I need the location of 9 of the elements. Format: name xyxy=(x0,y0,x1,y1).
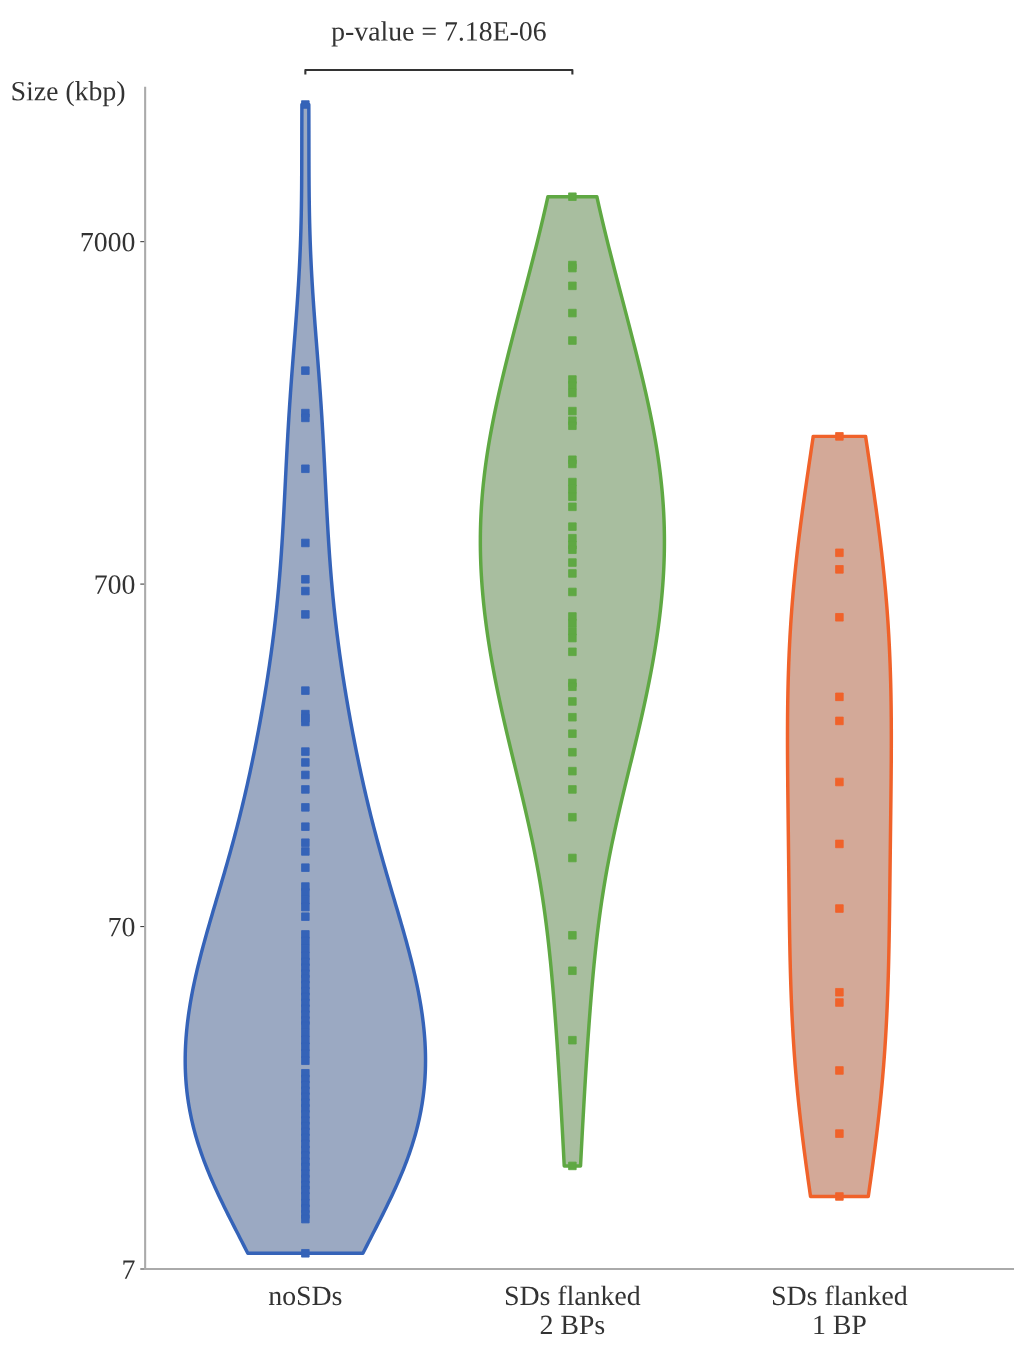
y-tick-label: 7000 xyxy=(81,232,135,252)
x-tick-label: SDs flanked 1 BP xyxy=(772,1285,908,1335)
x-tick-label: noSDs xyxy=(268,1286,342,1306)
text: p-value = 7.18E-06 xyxy=(331,21,546,47)
y-tick-label: 700 xyxy=(95,575,135,594)
x-tick-label: SDs flanked 2 BPs xyxy=(505,1285,641,1335)
y-tick-label: 70 xyxy=(109,917,135,937)
y-axis-title: Size (kbp) xyxy=(12,81,125,107)
y-tick-label: 7 xyxy=(123,1260,135,1279)
